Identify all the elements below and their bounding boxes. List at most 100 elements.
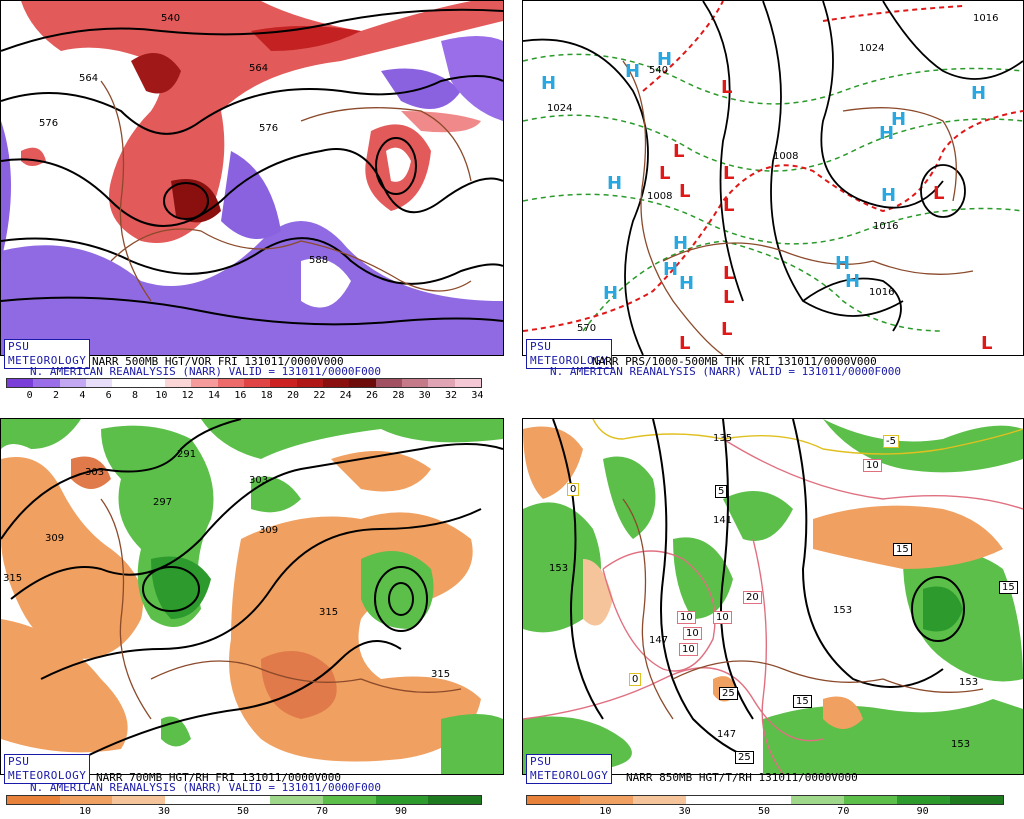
- low-pressure-center: L: [679, 333, 690, 354]
- temperature-label: 10: [683, 627, 702, 640]
- colorbar-swatch: [85, 379, 113, 387]
- temperature-label: 0: [567, 483, 580, 496]
- high-pressure-center: H: [625, 61, 640, 82]
- colorbar-label: 8: [132, 390, 139, 401]
- colorbar-swatch: [401, 379, 429, 387]
- high-pressure-center: H: [891, 109, 906, 130]
- contour-label: 135: [713, 433, 732, 444]
- colorbar-label: 26: [366, 390, 379, 401]
- contour-label: 291: [177, 449, 196, 460]
- temperature-label: 25: [735, 751, 754, 764]
- contour-label: 315: [431, 669, 450, 680]
- colorbar-swatch: [296, 379, 323, 387]
- contour-label: 1016: [873, 221, 898, 232]
- low-pressure-center: L: [721, 319, 732, 340]
- map-700mb: 291 303 297 303 309 309 315 315 315: [0, 418, 504, 775]
- high-pressure-center: H: [603, 283, 618, 304]
- contour-label: 153: [951, 739, 970, 750]
- high-pressure-center: H: [835, 253, 850, 274]
- panel-title: NARR 700MB HGT/RH FRI 131011/0000V000: [96, 771, 342, 784]
- colorbar-label: 2: [53, 390, 60, 401]
- map-surface: H H H H H H H H H H H H H H L L L L L: [522, 0, 1024, 356]
- temperature-label: 10: [677, 611, 696, 624]
- colorbar-swatch: [322, 379, 350, 387]
- credit-label: PSU METEOROLOGY: [526, 339, 613, 369]
- colorbar-swatch: [897, 796, 951, 804]
- colorbar-label: 50: [757, 806, 771, 817]
- contour-label: 309: [45, 533, 64, 544]
- credit-label: PSU METEOROLOGY: [526, 754, 613, 784]
- panel-subtitle: N. AMERICAN REANALYSIS (NARR) VALID = 13…: [30, 365, 381, 378]
- contour-label: 1016: [869, 287, 894, 298]
- colorbar-swatch: [428, 379, 455, 387]
- temperature-label: 15: [893, 543, 912, 556]
- map-500mb: 540 564 576 564 576 588: [0, 0, 504, 356]
- contour-label: 315: [319, 607, 338, 618]
- contour-label: 153: [959, 677, 978, 688]
- colorbar-label: 6: [105, 390, 112, 401]
- temperature-label: 5: [715, 485, 728, 498]
- high-pressure-center: H: [673, 233, 688, 254]
- colorbar-labels: 10 30 50 70 90: [526, 806, 1002, 818]
- colorbar-label: 32: [445, 390, 458, 401]
- low-pressure-center: L: [679, 181, 690, 202]
- temperature-label: 0: [629, 673, 642, 686]
- contour-label: 1008: [647, 191, 672, 202]
- colorbar-label: 18: [260, 390, 273, 401]
- contour-label: 147: [649, 635, 668, 646]
- contour-label: 540: [161, 13, 180, 24]
- colorbar-swatch: [59, 796, 113, 804]
- colorbar-swatch: [323, 796, 376, 804]
- colorbar-swatch: [527, 796, 580, 804]
- colorbar-swatch: [191, 379, 218, 387]
- contour-label: 303: [249, 475, 268, 486]
- colorbar-swatch: [349, 379, 376, 387]
- colorbar-label: 90: [916, 806, 929, 817]
- temperature-label: 20: [743, 591, 762, 604]
- temperature-label: 10: [679, 643, 698, 656]
- colorbar-label: 22: [313, 390, 326, 401]
- colorbar-label: 16: [234, 390, 247, 401]
- contour-label: 564: [79, 73, 98, 84]
- contour-label: 588: [309, 255, 328, 266]
- colorbar-swatch: [685, 796, 739, 804]
- colorbar-swatch: [950, 796, 1004, 804]
- low-pressure-center: L: [673, 141, 684, 162]
- high-pressure-center: H: [679, 273, 694, 294]
- contour-label: 153: [549, 563, 568, 574]
- colorbar-label: 50: [236, 806, 250, 817]
- colorbar-label: 90: [394, 806, 408, 817]
- high-pressure-center: H: [881, 185, 896, 206]
- map-850mb: 135 141 153 147 153 153 153 147 -5 10 0 5 10…: [522, 418, 1024, 775]
- colorbar-swatch: [791, 796, 845, 804]
- colorbar: [6, 795, 482, 805]
- colorbar-label: 28: [392, 390, 405, 401]
- low-pressure-center: L: [723, 163, 734, 184]
- high-pressure-center: H: [663, 259, 678, 280]
- panel-subtitle: N. AMERICAN REANALYSIS (NARR) VALID = 13…: [30, 781, 381, 794]
- colorbar-label: 10: [599, 806, 612, 817]
- contour-label: 1016: [973, 13, 998, 24]
- colorbar-label: 24: [339, 390, 352, 401]
- panel-subtitle: N. AMERICAN REANALYSIS (NARR) VALID = 13…: [550, 365, 901, 378]
- high-pressure-center: H: [845, 271, 860, 292]
- colorbar-label: 70: [315, 806, 329, 817]
- contour-label: 147: [717, 729, 736, 740]
- contour-label: 1008: [773, 151, 798, 162]
- colorbar-swatch: [579, 796, 633, 804]
- contour-label: 303: [85, 467, 104, 478]
- colorbar-swatch: [454, 379, 481, 387]
- colorbar-swatch: [217, 796, 271, 804]
- rh-field: 291 303 297 303 309 309 315 315 315: [1, 419, 503, 774]
- temperature-label: 15: [793, 695, 812, 708]
- colorbar-swatch: [164, 379, 192, 387]
- colorbar-labels: 10 30 50 70 90: [6, 806, 480, 818]
- contour-label: 141: [713, 515, 732, 526]
- colorbar-swatch: [270, 379, 297, 387]
- colorbar-label: 4: [79, 390, 86, 401]
- colorbar-label: 0: [26, 390, 33, 401]
- low-pressure-center: L: [723, 195, 734, 216]
- contour-label: 576: [259, 123, 278, 134]
- low-pressure-center: L: [933, 183, 944, 204]
- contour-label: 1024: [859, 43, 884, 54]
